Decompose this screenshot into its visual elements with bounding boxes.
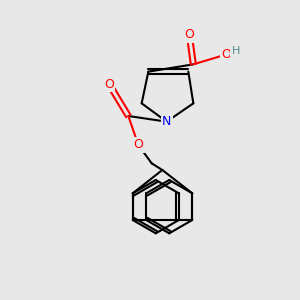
Text: N: N bbox=[162, 115, 171, 128]
Text: O: O bbox=[184, 28, 194, 41]
Text: O: O bbox=[222, 48, 232, 61]
Text: O: O bbox=[134, 139, 143, 152]
Text: H: H bbox=[232, 46, 240, 56]
Text: O: O bbox=[104, 77, 114, 91]
